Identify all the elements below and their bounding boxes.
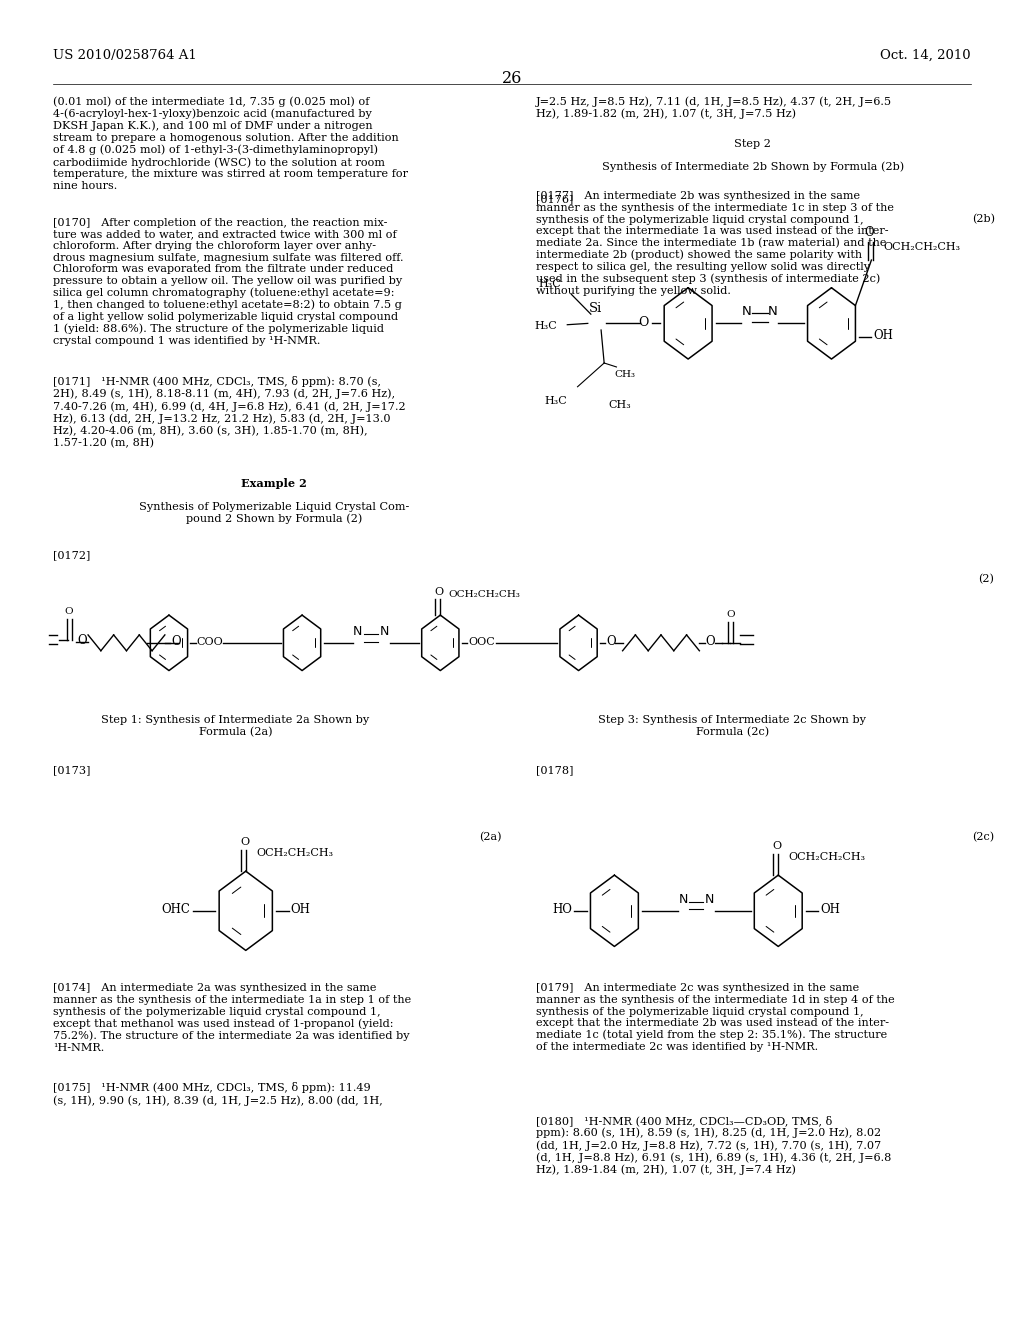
Text: N: N — [380, 624, 389, 638]
Text: O: O — [864, 226, 874, 239]
Text: Step 3: Synthesis of Intermediate 2c Shown by
Formula (2c): Step 3: Synthesis of Intermediate 2c Sho… — [598, 715, 866, 738]
Text: O: O — [726, 610, 735, 619]
Text: O: O — [638, 315, 648, 329]
Text: [0170]   After completion of the reaction, the reaction mix-
ture was added to w: [0170] After completion of the reaction,… — [53, 218, 403, 346]
Text: (2a): (2a) — [479, 832, 502, 842]
Text: N: N — [705, 892, 715, 906]
Text: [0180]   ¹H-NMR (400 MHz, CDCl₃—CD₃OD, TMS, δ
ppm): 8.60 (s, 1H), 8.59 (s, 1H), : [0180] ¹H-NMR (400 MHz, CDCl₃—CD₃OD, TMS… — [536, 1115, 891, 1175]
Text: [0172]: [0172] — [53, 550, 90, 561]
Text: Example 2: Example 2 — [242, 478, 307, 488]
Text: Synthesis of Polymerizable Liquid Crystal Com-
pound 2 Shown by Formula (2): Synthesis of Polymerizable Liquid Crysta… — [139, 502, 410, 524]
Text: OOC: OOC — [468, 636, 495, 647]
Text: OCH₂CH₂CH₃: OCH₂CH₂CH₃ — [884, 242, 961, 252]
Text: J=2.5 Hz, J=8.5 Hz), 7.11 (d, 1H, J=8.5 Hz), 4.37 (t, 2H, J=6.5
Hz), 1.89-1.82 (: J=2.5 Hz, J=8.5 Hz), 7.11 (d, 1H, J=8.5 … — [536, 96, 892, 119]
Text: COO: COO — [197, 636, 223, 647]
Text: Synthesis of Intermediate 2b Shown by Formula (2b): Synthesis of Intermediate 2b Shown by Fo… — [601, 161, 904, 172]
Text: OCH₂CH₂CH₃: OCH₂CH₂CH₃ — [449, 590, 520, 599]
Text: OH: OH — [820, 903, 840, 916]
Text: H₃C: H₃C — [535, 321, 557, 331]
Text: OH: OH — [873, 329, 893, 342]
Text: (2): (2) — [978, 574, 994, 585]
Text: [0175]   ¹H-NMR (400 MHz, CDCl₃, TMS, δ ppm): 11.49
(s, 1H), 9.90 (s, 1H), 8.39 : [0175] ¹H-NMR (400 MHz, CDCl₃, TMS, δ pp… — [53, 1082, 383, 1106]
Text: N: N — [768, 305, 778, 318]
Text: [0178]: [0178] — [536, 766, 573, 776]
Text: N: N — [741, 305, 752, 318]
Text: [0174]   An intermediate 2a was synthesized in the same
manner as the synthesis : [0174] An intermediate 2a was synthesize… — [53, 983, 412, 1053]
Text: OCH₂CH₂CH₃: OCH₂CH₂CH₃ — [256, 847, 333, 858]
Text: CH₃: CH₃ — [608, 400, 631, 411]
Text: [0171]   ¹H-NMR (400 MHz, CDCl₃, TMS, δ ppm): 8.70 (s,
2H), 8.49 (s, 1H), 8.18-8: [0171] ¹H-NMR (400 MHz, CDCl₃, TMS, δ pp… — [53, 376, 406, 447]
Text: Step 1: Synthesis of Intermediate 2a Shown by
Formula (2a): Step 1: Synthesis of Intermediate 2a Sho… — [101, 715, 370, 738]
Text: Si: Si — [590, 302, 602, 315]
Text: O: O — [78, 634, 87, 647]
Text: O: O — [65, 607, 74, 616]
Text: 26: 26 — [502, 70, 522, 87]
Text: O: O — [773, 841, 781, 851]
Text: [0179]   An intermediate 2c was synthesized in the same
manner as the synthesis : [0179] An intermediate 2c was synthesize… — [536, 983, 894, 1052]
Text: O: O — [435, 586, 443, 597]
Text: Oct. 14, 2010: Oct. 14, 2010 — [880, 49, 971, 62]
Text: OH: OH — [291, 903, 310, 916]
Text: (0.01 mol) of the intermediate 1d, 7.35 g (0.025 mol) of
4-(6-acryloyl-hex-1-ylo: (0.01 mol) of the intermediate 1d, 7.35 … — [53, 96, 409, 191]
Text: O: O — [706, 635, 715, 648]
Text: (2b): (2b) — [973, 214, 995, 224]
Text: CH₃: CH₃ — [614, 370, 636, 379]
Text: O: O — [606, 635, 615, 648]
Text: [0177]   An intermediate 2b was synthesized in the same
manner as the synthesis : [0177] An intermediate 2b was synthesize… — [536, 191, 894, 296]
Text: (2c): (2c) — [972, 832, 994, 842]
Text: [0176]: [0176] — [536, 194, 572, 205]
Text: US 2010/0258764 A1: US 2010/0258764 A1 — [53, 49, 197, 62]
Text: [0173]: [0173] — [53, 766, 91, 776]
Text: HO: HO — [553, 903, 572, 916]
Text: N: N — [678, 892, 688, 906]
Text: N: N — [353, 624, 362, 638]
Text: OCH₂CH₂CH₃: OCH₂CH₂CH₃ — [788, 851, 865, 862]
Text: O: O — [241, 837, 249, 847]
Text: H₃C: H₃C — [539, 279, 561, 289]
Text: O: O — [171, 635, 180, 648]
Text: OHC: OHC — [162, 903, 190, 916]
Text: H₃C: H₃C — [545, 396, 567, 407]
Text: Step 2: Step 2 — [734, 139, 771, 149]
